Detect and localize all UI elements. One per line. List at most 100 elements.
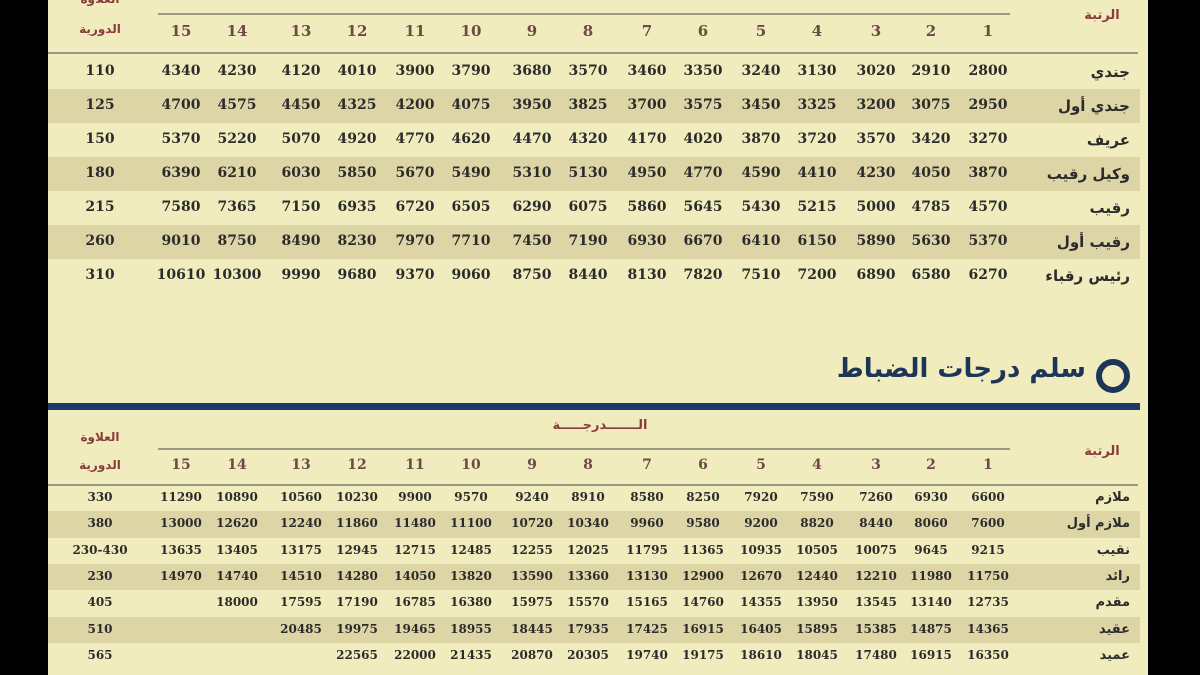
salary-cell: 15570 — [567, 595, 609, 610]
ring-bullet-icon — [1096, 359, 1130, 393]
salary-cell: 17595 — [280, 595, 322, 610]
salary-cell: 15975 — [511, 595, 553, 610]
table-row: رقيب 4570 4785 5000 5215 5430 5645 5860 6075 6290… — [48, 191, 1140, 225]
salary-cell: 6410 — [741, 233, 781, 249]
grade-column-header: 15 — [171, 457, 191, 473]
grade-column-header: 9 — [527, 457, 537, 473]
allowance-cell: 510 — [87, 621, 113, 636]
salary-cell: 11365 — [682, 542, 724, 557]
table-row: عريف 3270 3420 3570 3720 3870 4020 4170 4320 4470… — [48, 123, 1140, 157]
salary-cell: 2950 — [968, 97, 1008, 113]
salary-cell: 7820 — [683, 267, 723, 283]
salary-cell: 14510 — [280, 569, 322, 584]
salary-cell: 11750 — [967, 569, 1009, 584]
salary-cell: 15895 — [796, 621, 838, 636]
salary-cell: 6030 — [281, 165, 321, 181]
salary-cell: 16405 — [740, 621, 782, 636]
salary-cell: 22000 — [394, 647, 436, 662]
grade-header-line — [158, 13, 1010, 15]
salary-cell: 17190 — [336, 595, 378, 610]
salary-cell: 14970 — [160, 569, 202, 584]
salary-cell: 13000 — [160, 516, 202, 531]
salary-cell: 5070 — [281, 131, 321, 147]
salary-cell: 4075 — [451, 97, 491, 113]
salary-cell: 6890 — [856, 267, 896, 283]
salary-cell: 9010 — [161, 233, 201, 249]
grade-column-header: 8 — [583, 457, 593, 473]
rank-label: عريف — [1086, 131, 1130, 149]
salary-cell: 6935 — [337, 199, 377, 215]
grade-column-header: 5 — [755, 22, 767, 40]
grade-column-header: 4 — [812, 457, 822, 473]
salary-cell: 12900 — [682, 569, 724, 584]
salary-cell: 9060 — [451, 267, 491, 283]
salary-cell: 7260 — [859, 490, 893, 505]
salary-cell: 4770 — [395, 131, 435, 147]
salary-cell: 18610 — [740, 647, 782, 662]
salary-cell: 9960 — [630, 516, 664, 531]
salary-cell: 4700 — [161, 97, 201, 113]
salary-cell: 6290 — [512, 199, 552, 215]
salary-cell: 4120 — [281, 63, 321, 79]
salary-scale-sheet: الرتبةالعلاوةالدورية12345678910111213141… — [48, 0, 1148, 675]
grade-column-header: 1 — [982, 22, 994, 40]
salary-cell: 12945 — [336, 542, 378, 557]
grade-column-header: 12 — [347, 457, 367, 473]
salary-cell: 11980 — [910, 569, 952, 584]
rank-label: عقيد — [1098, 621, 1130, 637]
salary-cell: 6580 — [911, 267, 951, 283]
salary-cell: 17425 — [626, 621, 668, 636]
salary-cell: 13175 — [280, 542, 322, 557]
salary-cell: 5645 — [683, 199, 723, 215]
salary-cell: 3460 — [627, 63, 667, 79]
salary-cell: 8490 — [281, 233, 321, 249]
salary-cell: 10230 — [336, 490, 378, 505]
salary-cell: 3720 — [797, 131, 837, 147]
section-divider — [48, 403, 1140, 410]
salary-cell: 2800 — [968, 63, 1008, 79]
grade-header-label: الـــــــدرجـــــة — [552, 418, 648, 433]
salary-cell: 9900 — [398, 490, 432, 505]
salary-cell: 14355 — [740, 595, 782, 610]
salary-cell: 12025 — [567, 542, 609, 557]
salary-cell: 16785 — [394, 595, 436, 610]
salary-cell: 14280 — [336, 569, 378, 584]
salary-cell: 16380 — [450, 595, 492, 610]
rank-label: عميد — [1099, 647, 1130, 663]
salary-cell: 12735 — [967, 595, 1009, 610]
salary-cell: 14365 — [967, 621, 1009, 636]
allowance-header-label: العلاوة — [80, 430, 120, 444]
salary-cell: 6150 — [797, 233, 837, 249]
salary-cell: 4920 — [337, 131, 377, 147]
salary-cell: 4050 — [911, 165, 951, 181]
salary-cell: 4770 — [683, 165, 723, 181]
salary-cell: 10560 — [280, 490, 322, 505]
salary-cell: 13360 — [567, 569, 609, 584]
salary-cell: 12440 — [796, 569, 838, 584]
rank-label: ملازم — [1095, 490, 1130, 506]
grade-column-header: 6 — [697, 22, 709, 40]
salary-cell: 3570 — [856, 131, 896, 147]
salary-cell: 14740 — [216, 569, 258, 584]
salary-cell: 13405 — [216, 542, 258, 557]
grade-column-header: 7 — [642, 457, 652, 473]
table-row: رقيب أول 5370 5630 5890 6150 6410 6670 6930 7190… — [48, 225, 1140, 259]
salary-cell: 4620 — [451, 131, 491, 147]
grade-column-header: 3 — [871, 457, 881, 473]
salary-cell: 12485 — [450, 542, 492, 557]
table-row: مقدم 12735 13140 13545 13950 14355 14760 15165 1… — [48, 590, 1140, 616]
salary-cell: 4200 — [395, 97, 435, 113]
salary-cell: 5490 — [451, 165, 491, 181]
allowance-cell: 380 — [87, 516, 113, 531]
allowance-header-label: الدورية — [79, 22, 121, 36]
allowance-cell: 330 — [87, 490, 113, 505]
grade-column-header: 1 — [983, 457, 993, 473]
salary-cell: 8130 — [627, 267, 667, 283]
salary-cell: 3870 — [741, 131, 781, 147]
salary-cell: 9200 — [744, 516, 778, 531]
allowance-header-label: العلاوة — [80, 0, 119, 6]
salary-cell: 5000 — [856, 199, 896, 215]
salary-cell: 17935 — [567, 621, 609, 636]
table-row: وكيل رقيب 3870 4050 4230 4410 4590 4770 4950 513… — [48, 157, 1140, 191]
salary-cell: 7580 — [161, 199, 201, 215]
